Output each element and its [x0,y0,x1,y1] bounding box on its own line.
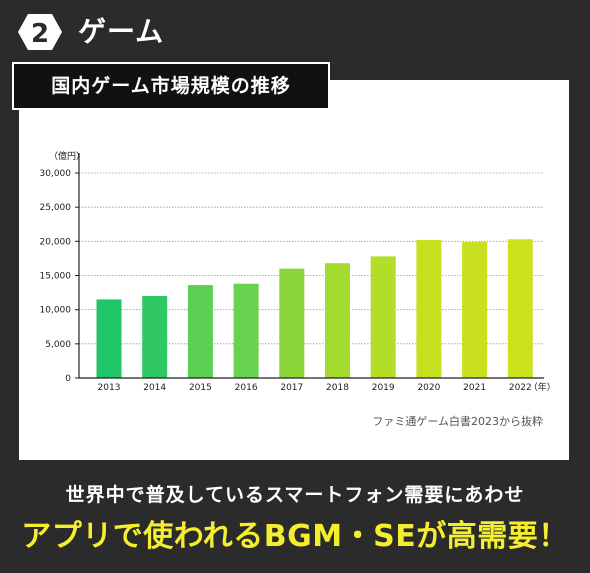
x-tick-label: 2014 [143,383,166,393]
source-note: ファミ通ゲーム白書2023から抜粋 [372,415,543,428]
chart-title: 国内ゲーム市場規模の推移 [51,75,291,97]
y-tick-label: 10,000 [40,306,72,316]
bar-2019 [370,256,396,378]
x-tick-label: 2016 [235,383,258,393]
section-header: 2 ゲーム [0,0,590,62]
x-tick-label: 2022 [509,383,532,393]
bar-chart: 0 5,000 10,000 15,000 20,000 25,000 30,000 （億円）… [40,150,556,393]
y-tick-label: 25,000 [40,203,72,213]
bar-2016 [233,283,259,378]
footer-headline: アプリで使われるBGM・SEが高需要！ [21,519,569,554]
section-title: ゲーム [78,15,165,48]
y-axis-unit: （億円） [49,150,85,162]
bar-2020 [416,239,442,378]
x-tick-label: 2021 [463,383,486,393]
x-tick-label: 2020 [417,383,440,393]
section-number: 2 [31,19,49,49]
bar-2014 [142,296,168,378]
y-tick-label: 5,000 [45,340,71,350]
y-tick-label: 0 [65,374,71,384]
bar-2017 [279,268,305,378]
bar-2021 [462,242,488,378]
chart-title-box: 国内ゲーム市場規模の推移 [12,62,330,110]
y-tick-label: 30,000 [40,169,72,179]
bar-2013 [96,299,122,378]
x-tick-label: 2019 [372,383,395,393]
x-tick-label: 2015 [189,383,212,393]
chart-card: 0 5,000 10,000 15,000 20,000 25,000 30,000 （億円）… [19,80,569,460]
bar-2015 [187,285,213,378]
footer-caption: 世界中で普及しているスマートフォン需要にあわせ [65,484,525,506]
x-tick-label: 2013 [98,383,121,393]
y-tick-label: 15,000 [40,272,72,282]
x-tick-label: 2017 [280,383,303,393]
y-tick-label: 20,000 [40,237,72,247]
x-tick-label: 2018 [326,383,349,393]
number-badge-icon: 2 [18,14,62,50]
bar-2022 [507,239,533,378]
x-axis-unit: （年） [529,381,556,393]
bar-2018 [325,263,350,378]
